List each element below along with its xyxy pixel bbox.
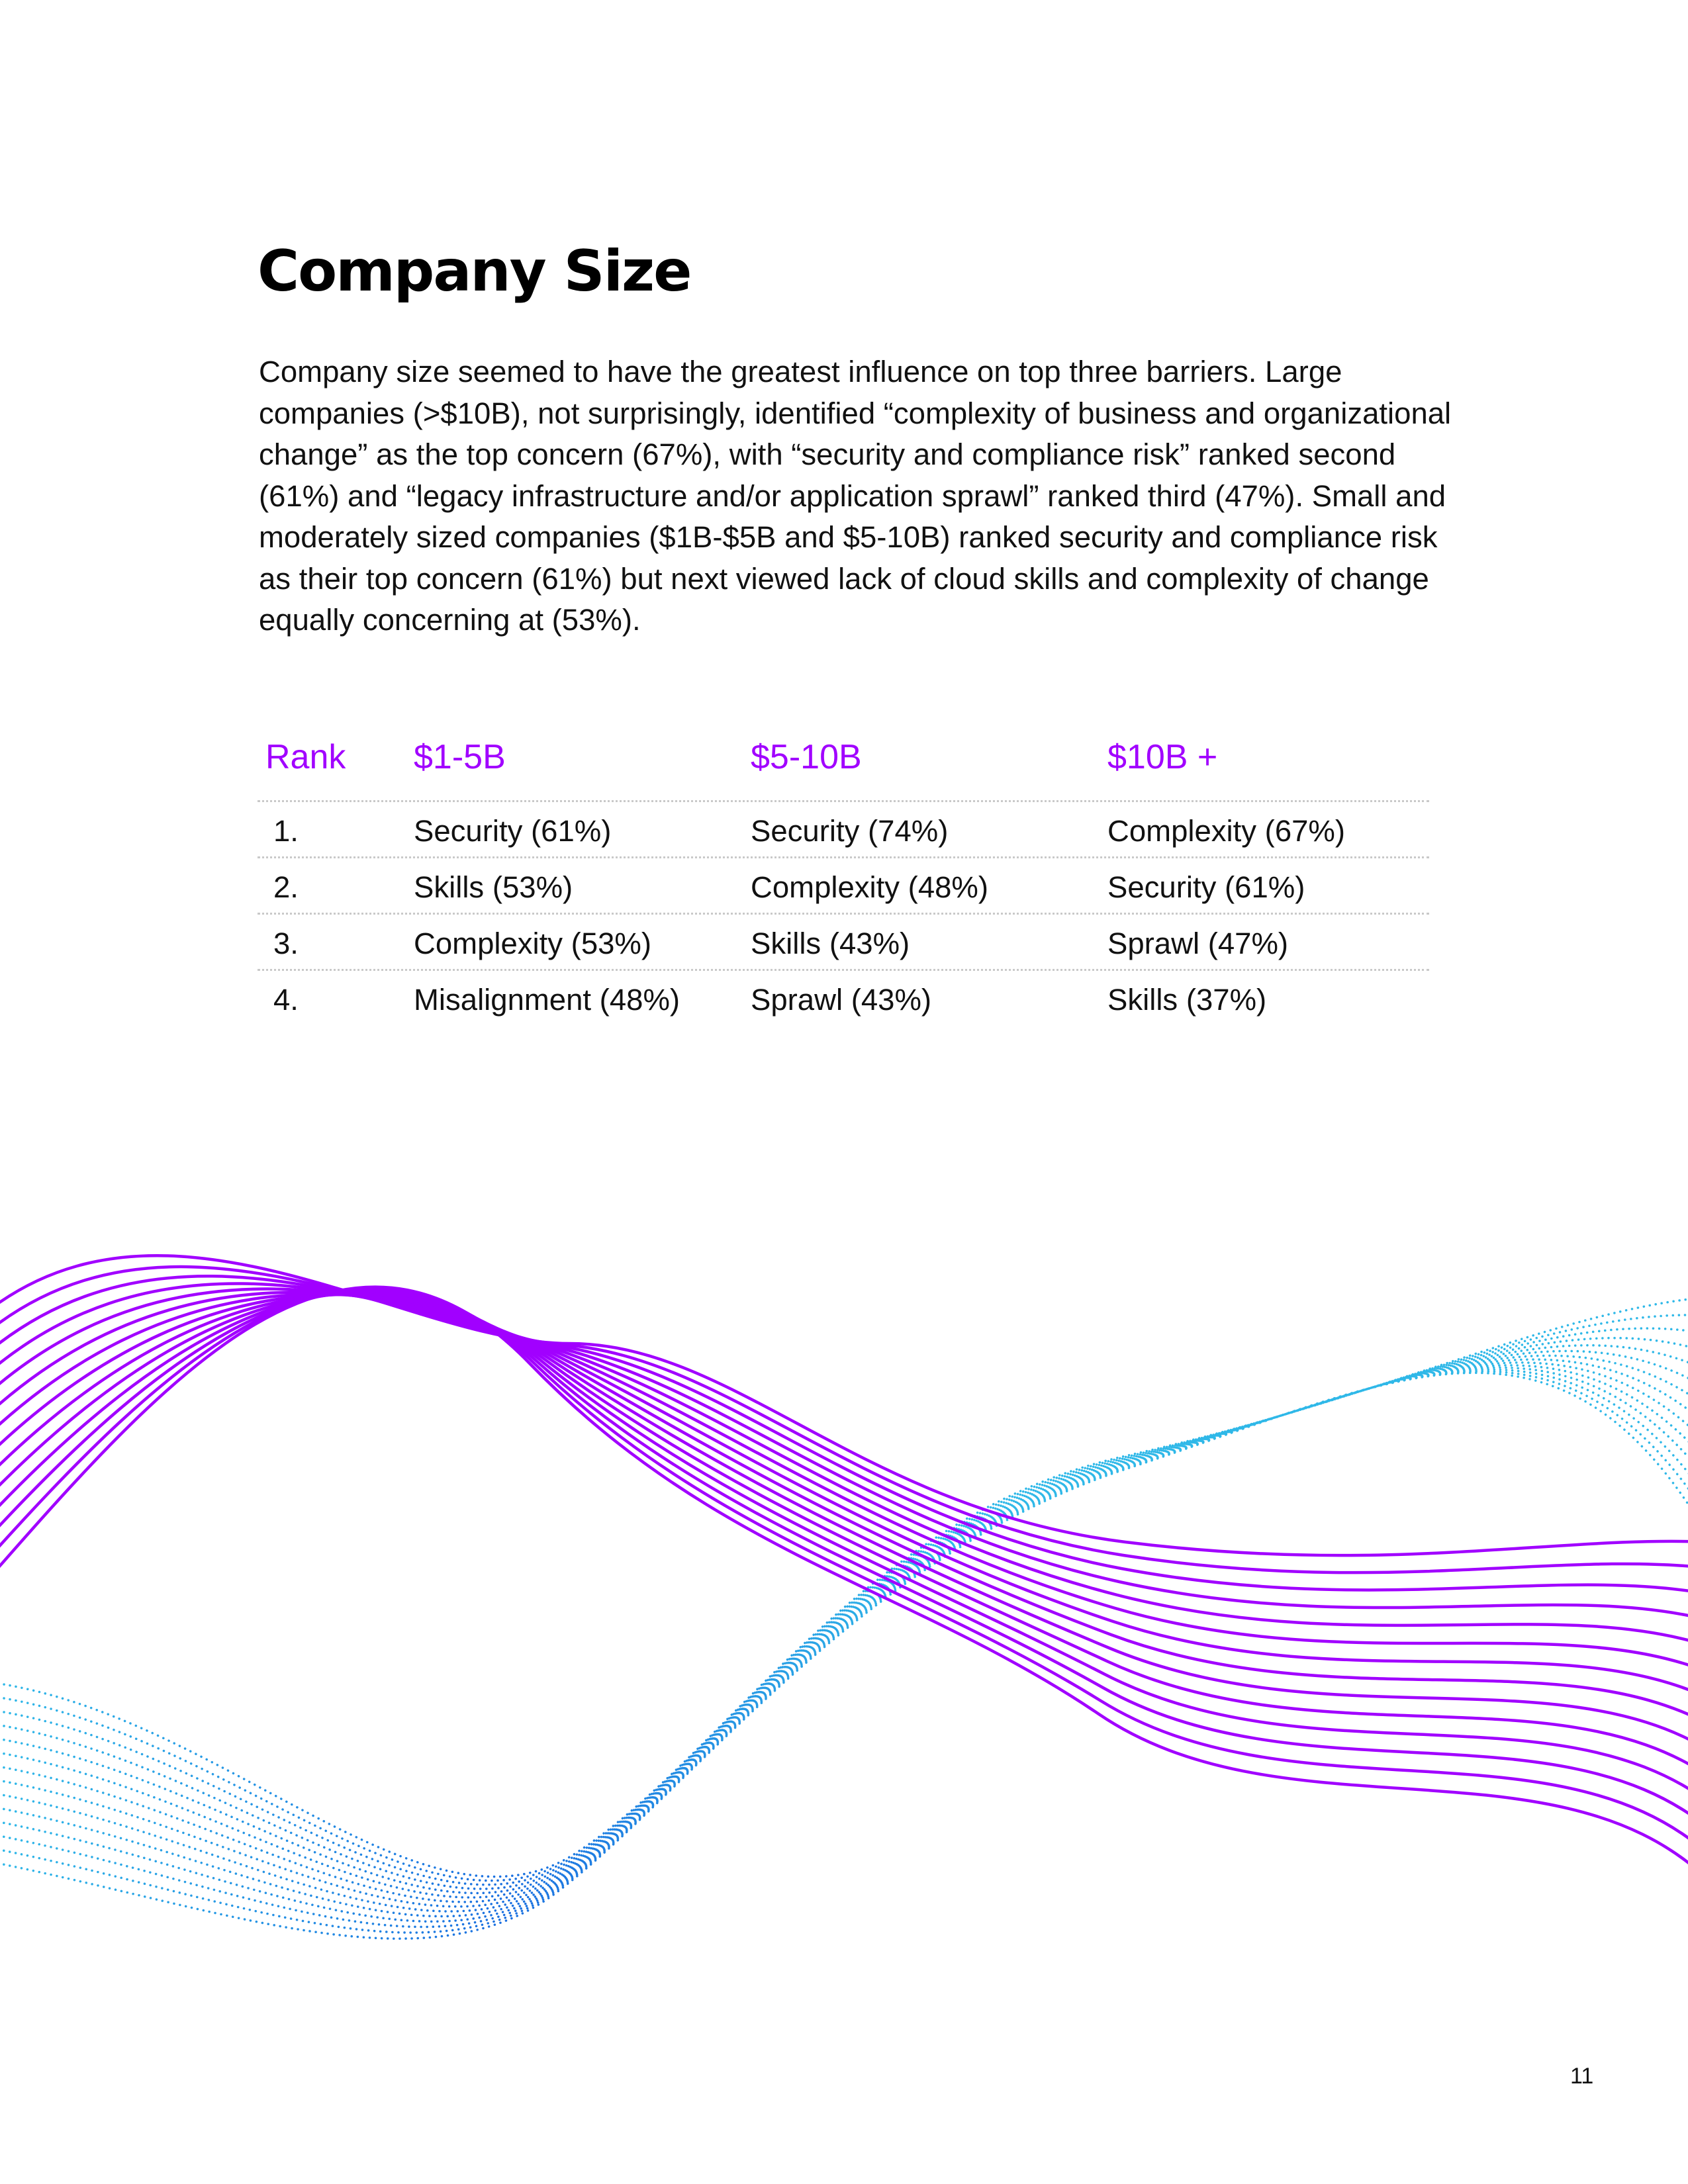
table-cell: Security (74%)	[751, 814, 949, 848]
table-cell: Sprawl (47%)	[1107, 927, 1289, 960]
dotted-wave-line	[0, 1361, 1688, 1913]
purple-wave-line	[0, 1265, 1688, 1574]
header-10b-plus: $10B +	[1107, 738, 1218, 776]
dotted-blue-wave-lines	[0, 1298, 1688, 1940]
table-row: 1. Security (61%) Security (74%) Complex…	[258, 802, 1429, 858]
rank-cell: 4.	[273, 983, 299, 1017]
dotted-wave-line	[0, 1370, 1688, 1934]
purple-wave-line	[0, 1291, 1688, 1790]
purple-wave-line	[0, 1293, 1688, 1716]
table-cell: Skills (37%)	[1107, 983, 1267, 1017]
dotted-wave-line	[0, 1314, 1688, 1882]
table-cell: Skills (43%)	[751, 927, 910, 960]
barrier-rank-table: Rank $1-5B $5-10B $10B + 1. Security (61…	[258, 728, 1429, 1027]
dotted-wave-line	[0, 1366, 1688, 1923]
page-number: 11	[1570, 2064, 1594, 2089]
purple-wave-line	[0, 1292, 1688, 1766]
table-cell: Sprawl (43%)	[751, 983, 932, 1017]
purple-wave-line	[0, 1282, 1688, 1617]
purple-wave-line	[0, 1293, 1688, 1692]
dotted-wave-line	[0, 1327, 1688, 1886]
dotted-wave-line	[0, 1358, 1688, 1908]
purple-wave-line	[0, 1285, 1688, 1865]
table-cell: Security (61%)	[1107, 870, 1305, 904]
table-cell: Complexity (53%)	[414, 927, 652, 960]
dotted-wave-line	[0, 1368, 1688, 1929]
purple-wave-line	[0, 1275, 1688, 1592]
decorative-wave-graphic	[0, 1253, 1688, 1940]
rank-cell: 1.	[273, 814, 299, 848]
header-5-10b: $5-10B	[751, 738, 862, 776]
table-header-row: Rank $1-5B $5-10B $10B +	[258, 728, 1429, 802]
header-rank: Rank	[265, 738, 346, 776]
header-1-5b: $1-5B	[414, 738, 506, 776]
page-title: Company Size	[258, 238, 692, 304]
rank-cell: 3.	[273, 927, 299, 960]
purple-wave-line	[0, 1287, 1688, 1642]
table-cell: Security (61%)	[414, 814, 612, 848]
dotted-wave-line	[0, 1371, 1688, 1940]
purple-wave-line	[0, 1253, 1688, 1557]
rank-cell: 2.	[273, 870, 299, 904]
dotted-wave-line	[0, 1354, 1688, 1903]
purple-wave-line	[0, 1293, 1688, 1741]
table-cell: Complexity (48%)	[751, 870, 989, 904]
table-row: 4. Misalignment (48%) Sprawl (43%) Skill…	[258, 971, 1429, 1027]
table-cell: Misalignment (48%)	[414, 983, 680, 1017]
purple-wave-lines	[0, 1253, 1688, 1865]
intro-paragraph: Company size seemed to have the greatest…	[259, 355, 1452, 637]
dotted-wave-line	[0, 1336, 1688, 1890]
table-cell: Complexity (67%)	[1107, 814, 1346, 848]
table-row: 2. Skills (53%) Complexity (48%) Securit…	[258, 858, 1429, 915]
purple-wave-line	[0, 1287, 1688, 1840]
purple-wave-line	[0, 1289, 1688, 1815]
dotted-wave-line	[0, 1364, 1688, 1918]
purple-wave-line	[0, 1291, 1688, 1666]
table-cell: Skills (53%)	[414, 870, 573, 904]
table-row: 3. Complexity (53%) Skills (43%) Sprawl …	[258, 915, 1429, 971]
